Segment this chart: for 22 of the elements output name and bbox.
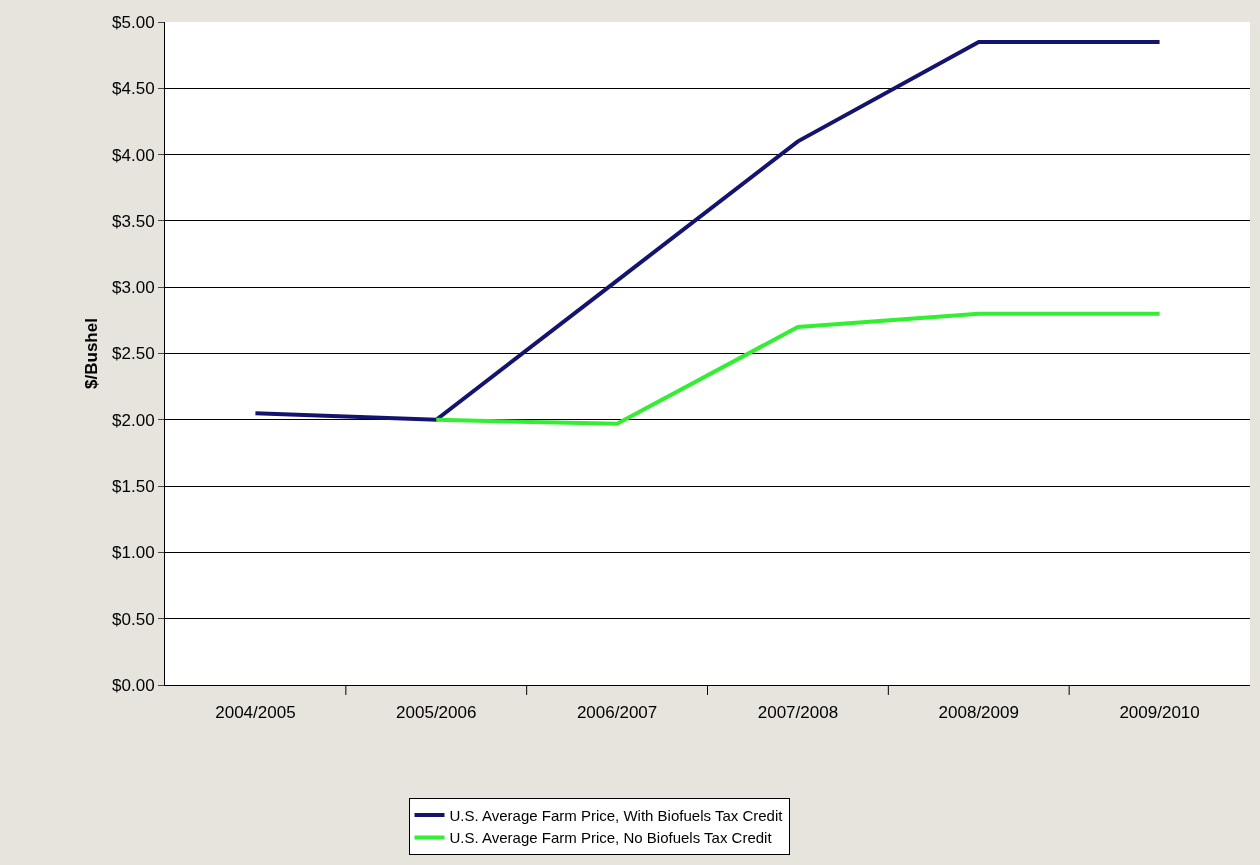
y-tick-label: $3.50	[112, 211, 155, 231]
y-tick-label: $2.00	[112, 410, 155, 430]
line-series	[253, 39, 1162, 422]
line-series	[434, 311, 1162, 426]
y-tick-label: $1.50	[112, 477, 155, 497]
x-tick-label: 2004/2005	[215, 703, 296, 723]
y-tick-label: $5.00	[112, 12, 155, 32]
y-tick-label: $4.50	[112, 79, 155, 99]
y-axis-title: $/Bushel	[81, 318, 101, 389]
legend-label: U.S. Average Farm Price, With Biofuels Tax Credit	[449, 806, 784, 824]
x-tick-label: 2008/2009	[938, 703, 1019, 723]
x-tick-label: 2007/2008	[757, 703, 839, 723]
x-tick-label: 2006/2007	[576, 703, 658, 723]
x-tick-label: 2009/2010	[1119, 703, 1200, 723]
y-tick-label: $2.50	[112, 344, 155, 364]
x-tick-label: 2005/2006	[396, 703, 477, 723]
y-tick-label: $4.00	[112, 145, 155, 165]
y-tick-label: $1.00	[112, 543, 155, 563]
y-tick-label: $3.00	[112, 278, 155, 298]
y-tick-label: $0.50	[112, 609, 155, 629]
legend-label: U.S. Average Farm Price, No Biofuels Tax Credit	[449, 829, 773, 847]
y-tick-label: $0.00	[112, 675, 155, 695]
